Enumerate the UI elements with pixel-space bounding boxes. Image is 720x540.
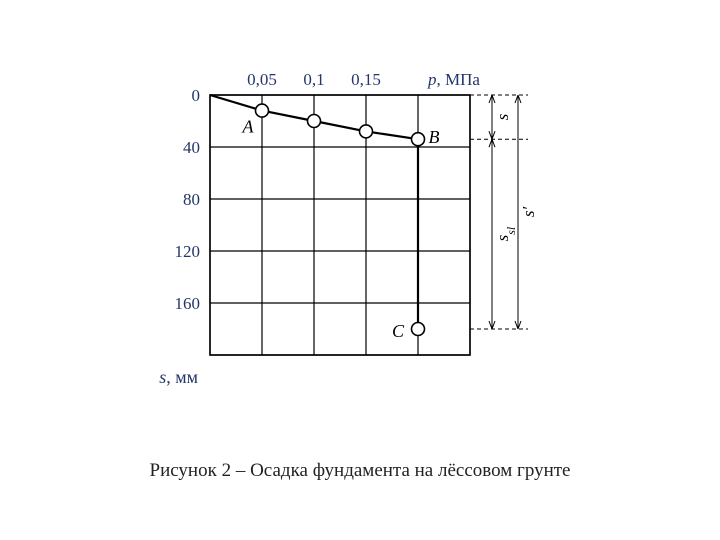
x-tick-label: 0,15 xyxy=(351,70,381,89)
y-tick-label: 120 xyxy=(175,242,201,261)
figure-caption: Рисунок 2 – Осадка фундамента на лёссово… xyxy=(0,460,720,482)
point-label-c: C xyxy=(392,321,405,341)
data-marker xyxy=(412,323,425,336)
point-label-a: A xyxy=(242,117,255,137)
data-marker xyxy=(360,125,373,138)
y-tick-label: 80 xyxy=(183,190,200,209)
y-tick-label: 160 xyxy=(175,294,201,313)
y-tick-label: 0 xyxy=(192,86,201,105)
data-marker xyxy=(256,104,269,117)
y-tick-label: 40 xyxy=(183,138,200,157)
x-axis-label: p, МПа xyxy=(427,70,480,89)
data-marker xyxy=(412,133,425,146)
data-marker xyxy=(308,115,321,128)
dim-label: ssl xyxy=(493,226,518,241)
y-axis-label: s, мм xyxy=(159,367,198,387)
settlement-chart: 0,05 0,1 0,15 p, МПа 0 40 80 120 160 s, мм A B Cs ssl… xyxy=(150,55,570,415)
dim-label: s xyxy=(493,113,512,120)
x-tick-label: 0,1 xyxy=(303,70,324,89)
caption-text: Рисунок 2 – Осадка фундамента на лёссово… xyxy=(150,460,571,481)
x-tick-label: 0,05 xyxy=(247,70,277,89)
dim-label: s′ xyxy=(519,207,538,218)
point-label-b: B xyxy=(429,127,440,147)
